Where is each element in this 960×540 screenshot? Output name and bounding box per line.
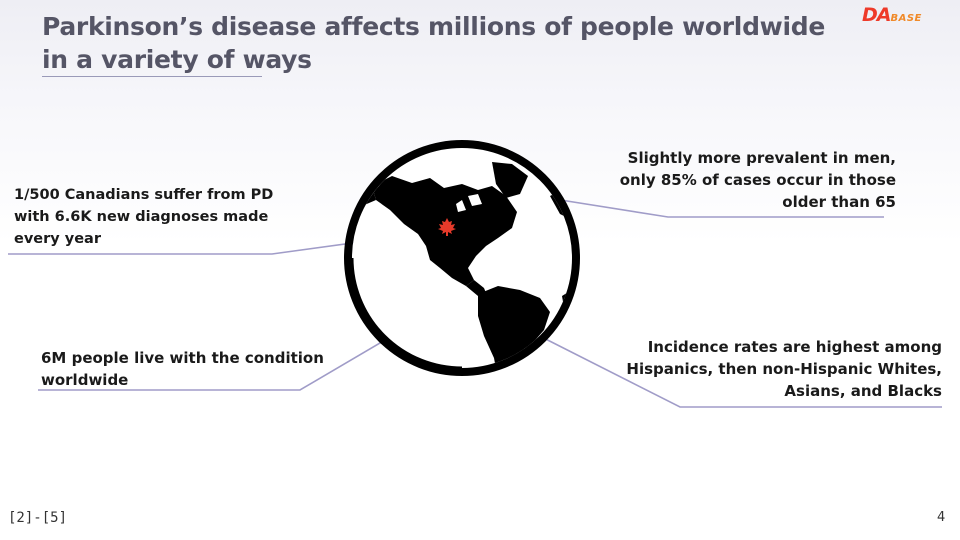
stat-canada: 1/500 Canadians suffer from PD with 6.6K…	[14, 187, 274, 247]
logo-text-primary: DA	[862, 4, 892, 26]
maple-leaf-icon	[438, 218, 456, 236]
logo-text-secondary: BASE	[890, 13, 922, 24]
stat-ethnicity: Incidence rates are highest among Hispan…	[626, 338, 942, 400]
page-number: 4	[937, 510, 946, 525]
slide-title: Parkinson’s disease affects millions of …	[42, 12, 825, 74]
stat-worldwide: 6M people live with the condition worldw…	[41, 349, 324, 389]
dabase-logo: DABASE	[862, 4, 952, 26]
connector-gender-age	[547, 197, 884, 218]
stat-gender-age: Slightly more prevalent in men, only 85%…	[619, 149, 896, 211]
citation: [2]-[5]	[8, 510, 68, 526]
connector-ethnicity	[511, 321, 942, 408]
globe-americas-icon	[344, 140, 580, 376]
title-underline	[42, 76, 262, 77]
